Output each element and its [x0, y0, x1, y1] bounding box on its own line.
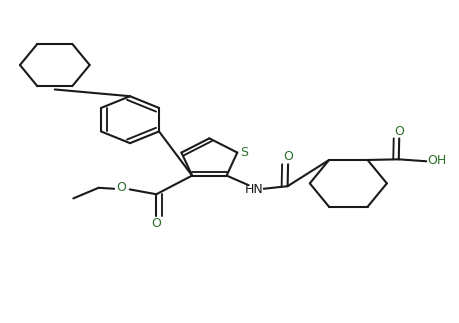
Text: O: O [151, 217, 161, 230]
Text: O: O [116, 181, 126, 194]
Text: O: O [393, 125, 403, 138]
Text: HN: HN [245, 183, 263, 196]
Text: OH: OH [427, 154, 446, 167]
Text: O: O [283, 151, 292, 163]
Text: S: S [239, 146, 247, 159]
